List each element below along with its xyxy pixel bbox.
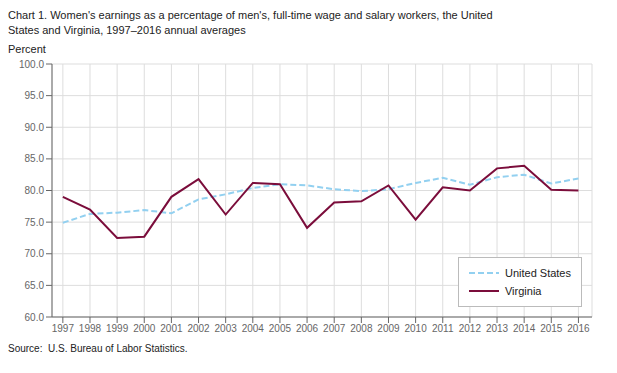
svg-text:2004: 2004	[242, 323, 265, 334]
svg-text:2008: 2008	[350, 323, 373, 334]
svg-text:2014: 2014	[513, 323, 536, 334]
svg-text:2003: 2003	[215, 323, 238, 334]
svg-text:2015: 2015	[540, 323, 563, 334]
svg-text:1997: 1997	[52, 323, 75, 334]
svg-text:65.0: 65.0	[25, 280, 45, 291]
html-text:United States: United States	[505, 267, 571, 279]
svg-text:1999: 1999	[106, 323, 129, 334]
html-text:Source: U.S. Bureau of Labor S: Source: U.S. Bureau of Labor Statistics.	[8, 343, 188, 354]
svg-text:75.0: 75.0	[25, 217, 45, 228]
svg-text:2006: 2006	[296, 323, 319, 334]
svg-text:2011: 2011	[432, 323, 454, 334]
html-text:Chart 1. Women's earnings as a: Chart 1. Women's earnings as a percentag…	[8, 9, 493, 21]
svg-text:2012: 2012	[459, 323, 482, 334]
svg-text:2002: 2002	[187, 323, 210, 334]
html-text:Percent: Percent	[8, 43, 46, 55]
svg-text:80.0: 80.0	[25, 185, 45, 196]
html-text:Virginia: Virginia	[505, 285, 542, 297]
svg-text:2016: 2016	[567, 323, 590, 334]
svg-text:2010: 2010	[404, 323, 427, 334]
svg-text:70.0: 70.0	[25, 248, 45, 259]
svg-text:2000: 2000	[133, 323, 156, 334]
svg-text:2009: 2009	[377, 323, 400, 334]
svg-text:1998: 1998	[79, 323, 102, 334]
svg-text:2013: 2013	[486, 323, 509, 334]
svg-text:2005: 2005	[269, 323, 292, 334]
html-text:States and Virginia, 1997–2016: States and Virginia, 1997–2016 annual av…	[8, 24, 246, 36]
svg-text:2007: 2007	[323, 323, 346, 334]
svg-text:100.0: 100.0	[19, 59, 44, 70]
svg-text:60.0: 60.0	[25, 312, 45, 323]
svg-text:90.0: 90.0	[25, 122, 45, 133]
svg-text:95.0: 95.0	[25, 90, 45, 101]
svg-text:85.0: 85.0	[25, 153, 45, 164]
svg-text:2001: 2001	[160, 323, 183, 334]
